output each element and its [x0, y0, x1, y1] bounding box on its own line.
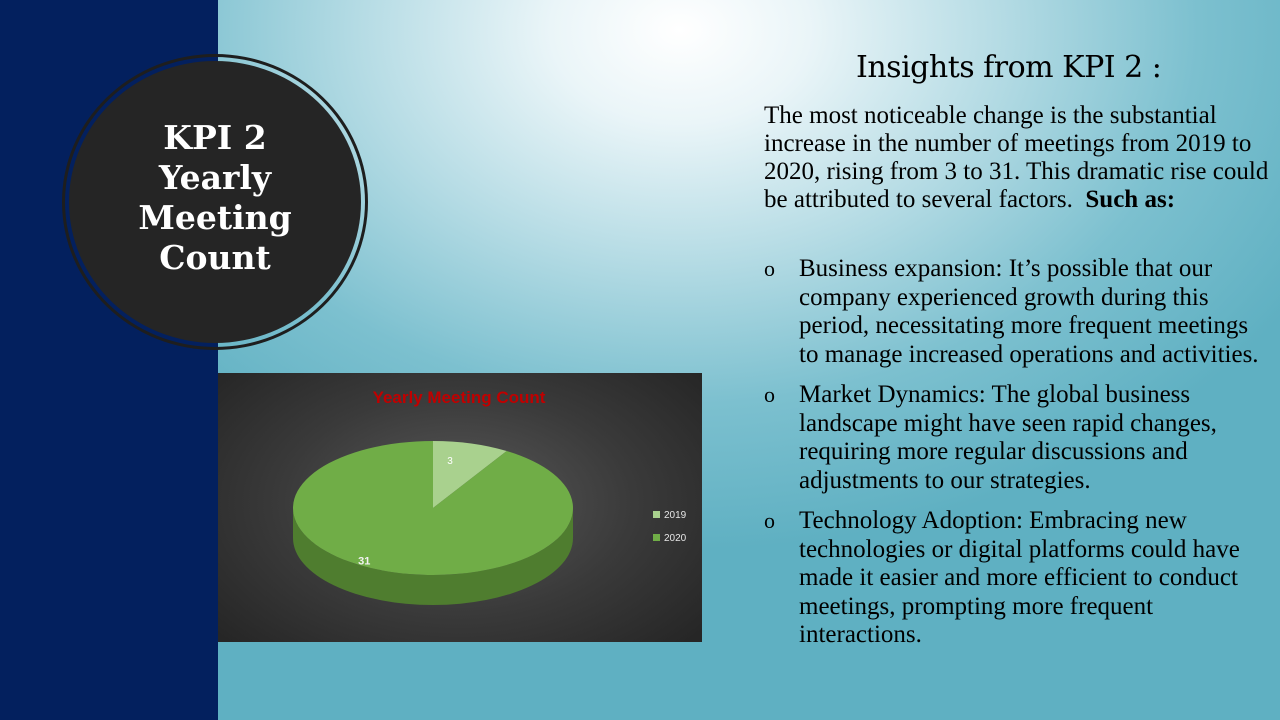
bullet-item: o Business expansion: It’s possible that… [764, 255, 1270, 369]
legend-swatch-2019 [653, 511, 660, 518]
intro-paragraph: The most noticeable change is the substa… [764, 102, 1269, 214]
bullet-marker: o [764, 382, 775, 407]
legend: 2019 2020 [653, 510, 687, 544]
title-circle [69, 61, 361, 343]
bullet-item: o Market Dynamics: The global business l… [764, 381, 1270, 495]
pie-chart: Yearly Meeting Count 3 31 2019 2020 [218, 373, 702, 642]
legend-label-2019: 2019 [664, 510, 687, 521]
bullet-item: o Technology Adoption: Embracing new tec… [764, 507, 1270, 650]
chart-title: Yearly Meeting Count [373, 388, 546, 407]
title-circle-ring [62, 54, 368, 350]
slide-title: KPI 2 Yearly Meeting Count [69, 118, 361, 278]
pie-side-wall [293, 508, 573, 605]
intro-bold: Such as: [1085, 186, 1176, 213]
pie-slice-2020 [293, 441, 573, 575]
intro-text: The most noticeable change is the substa… [764, 102, 1269, 213]
bullet-text: Market Dynamics: The global business lan… [799, 381, 1217, 494]
bullet-text: Technology Adoption: Embracing new techn… [799, 507, 1240, 648]
pie-slice-2019 [433, 441, 507, 508]
slide-title-line-3: Meeting [138, 198, 292, 237]
data-label-2019: 3 [447, 456, 453, 467]
bullet-text: Business expansion: It’s possible that o… [799, 255, 1259, 368]
pie-layer: 3 31 [293, 441, 573, 605]
insights-title: Insights from KPI 2 : [856, 50, 1162, 85]
pie-chart-svg: Yearly Meeting Count 3 31 2019 2020 [293, 388, 687, 605]
bullet-marker: o [764, 256, 775, 281]
slide-title-line-1: KPI 2 [163, 118, 267, 157]
slide-title-line-4: Count [159, 238, 271, 277]
data-label-2020: 31 [358, 555, 370, 567]
slide-title-line-2: Yearly [158, 158, 272, 197]
legend-swatch-2020 [653, 534, 660, 541]
bullet-marker: o [764, 508, 775, 533]
legend-label-2020: 2020 [664, 533, 687, 544]
insight-bullets: o Business expansion: It’s possible that… [764, 255, 1270, 662]
